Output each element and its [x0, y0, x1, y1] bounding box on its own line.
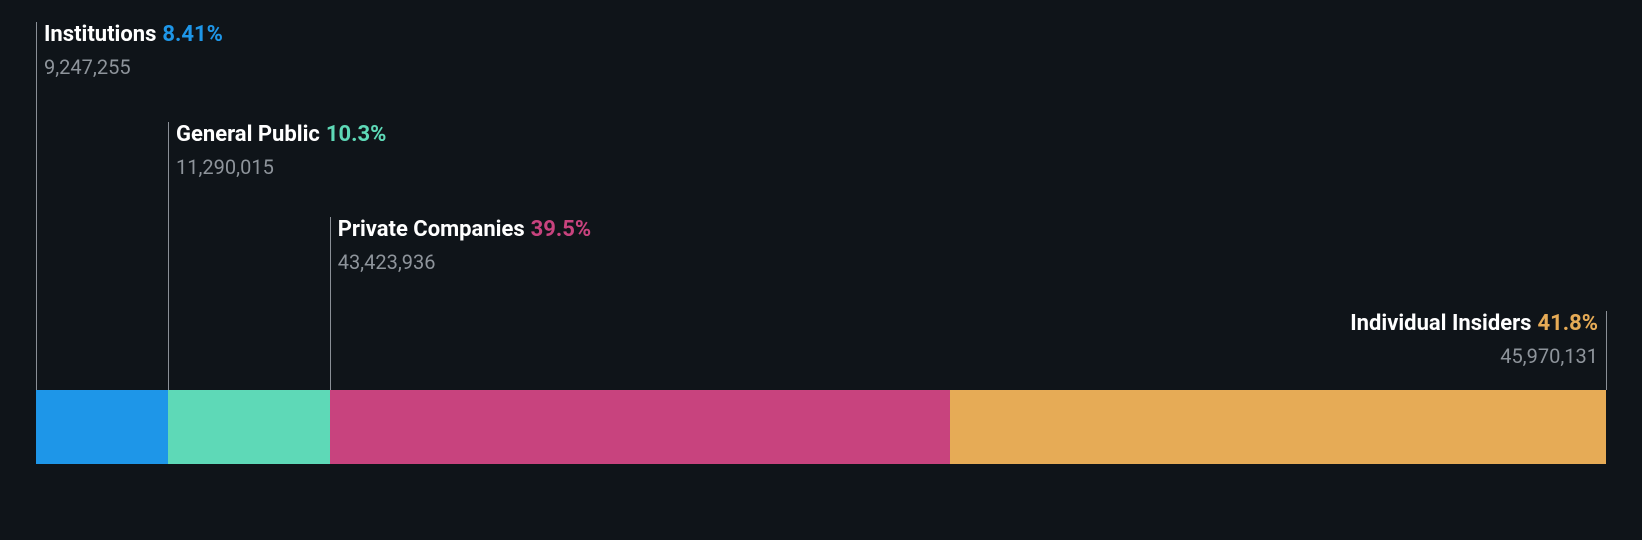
- label-percent-institutions: 8.41%: [162, 22, 223, 47]
- tick-institutions: [36, 22, 37, 390]
- label-value-private-companies: 43,423,936: [338, 250, 591, 274]
- label-name-general-public: General Public: [176, 122, 320, 147]
- label-texts-general-public: General Public10.3% 11,290,015: [176, 122, 386, 179]
- label-line1-individual-insiders: Individual Insiders41.8%: [1350, 311, 1598, 336]
- chart-labels-area: Institutions8.41% 9,247,255 General Public…: [36, 0, 1606, 386]
- label-texts-individual-insiders: Individual Insiders41.8% 45,970,131: [1350, 311, 1598, 368]
- label-line1-institutions: Institutions8.41%: [44, 22, 223, 47]
- tick-general-public: [168, 122, 169, 390]
- tick-individual-insiders: [1606, 311, 1607, 390]
- bar-segment-individual-insiders[interactable]: [950, 390, 1606, 464]
- ownership-chart: Institutions8.41% 9,247,255 General Public…: [36, 0, 1606, 540]
- label-percent-individual-insiders: 41.8%: [1537, 311, 1598, 336]
- bar-segment-private-companies[interactable]: [330, 390, 950, 464]
- label-name-institutions: Institutions: [44, 22, 156, 47]
- label-name-individual-insiders: Individual Insiders: [1350, 311, 1531, 336]
- label-line1-private-companies: Private Companies39.5%: [338, 217, 591, 242]
- label-name-private-companies: Private Companies: [338, 217, 525, 242]
- label-line1-general-public: General Public10.3%: [176, 122, 386, 147]
- label-value-individual-insiders: 45,970,131: [1350, 344, 1598, 368]
- label-value-general-public: 11,290,015: [176, 155, 386, 179]
- bar-segment-general-public[interactable]: [168, 390, 330, 464]
- label-percent-private-companies: 39.5%: [531, 217, 592, 242]
- label-value-institutions: 9,247,255: [44, 55, 223, 79]
- label-texts-institutions: Institutions8.41% 9,247,255: [44, 22, 223, 79]
- label-texts-private-companies: Private Companies39.5% 43,423,936: [338, 217, 591, 274]
- tick-private-companies: [330, 217, 331, 390]
- bar-segment-institutions[interactable]: [36, 390, 168, 464]
- label-percent-general-public: 10.3%: [326, 122, 387, 147]
- chart-bar-track: [36, 390, 1606, 464]
